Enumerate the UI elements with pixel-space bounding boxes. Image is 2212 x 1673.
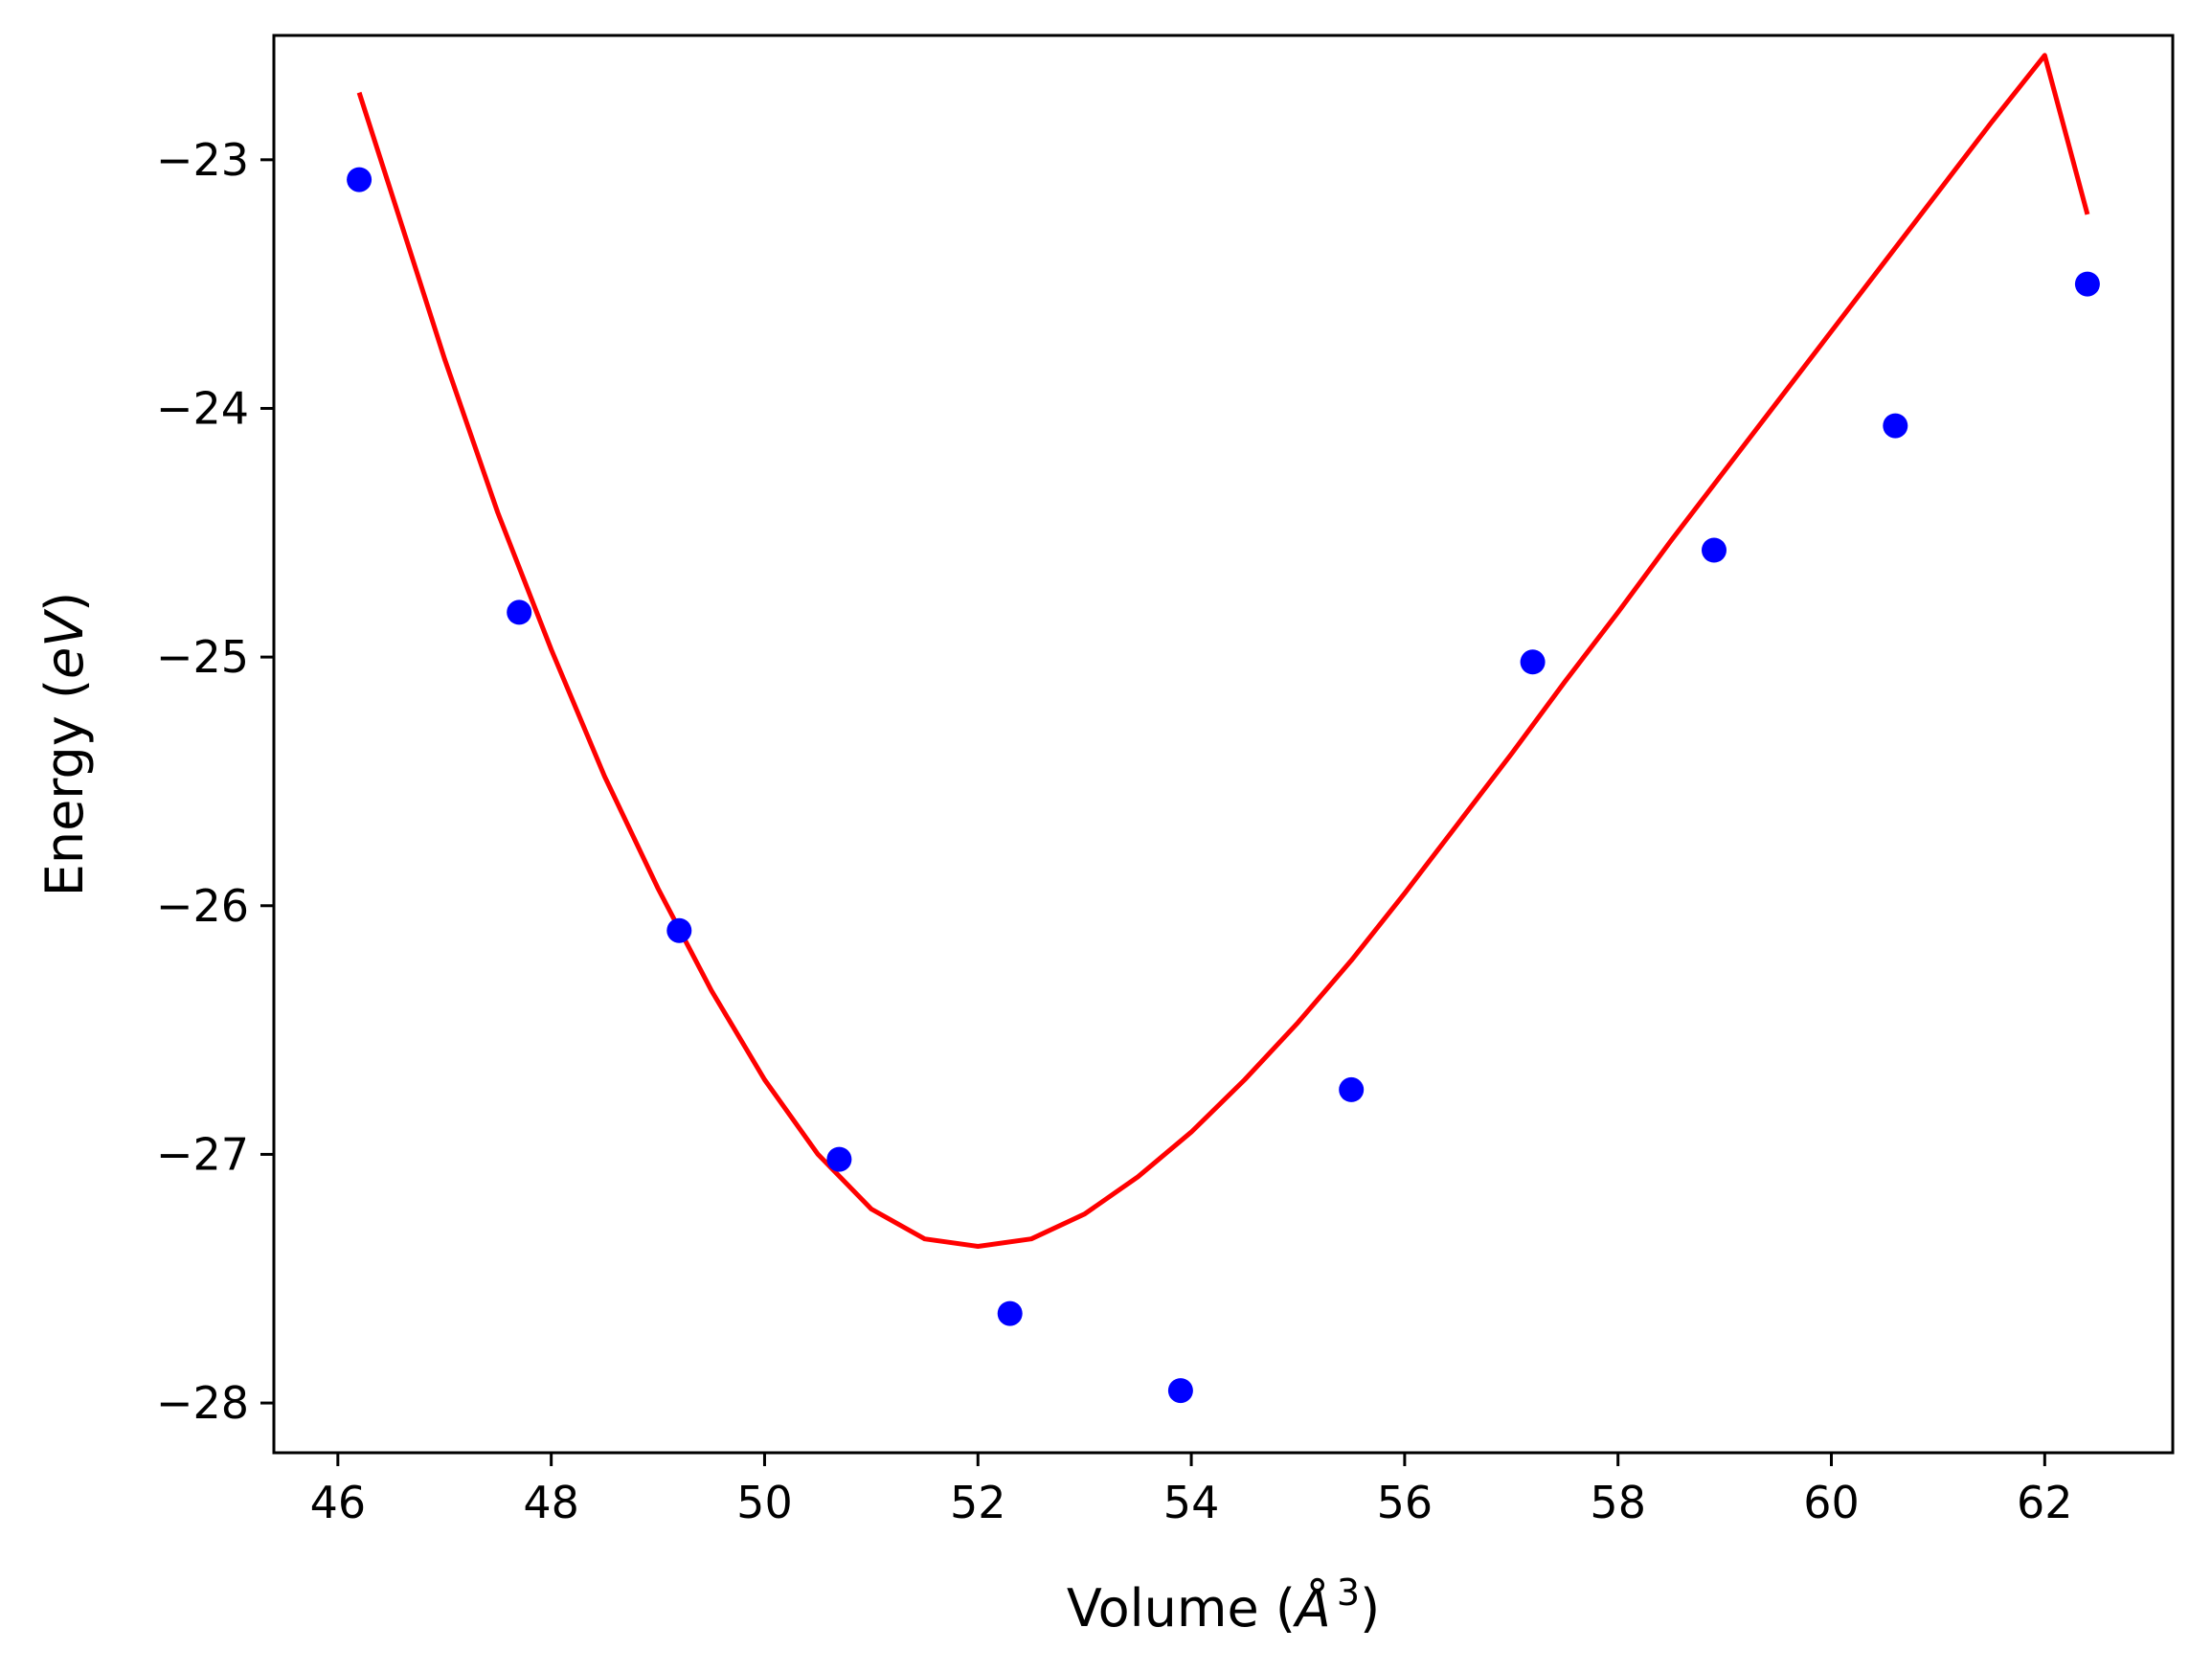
data-point [1167, 1378, 1193, 1404]
x-tick-label: 48 [523, 1477, 579, 1528]
data-point [1520, 649, 1546, 675]
data-point [1883, 413, 1908, 439]
y-axis-label-unit: eV [34, 608, 95, 679]
x-tick-label: 56 [1377, 1477, 1433, 1528]
data-point [1339, 1076, 1365, 1102]
x-axis-label-unit: Å [1293, 1577, 1331, 1639]
x-tick-label: 50 [736, 1477, 793, 1528]
y-axis-label-suffix: ) [34, 592, 95, 612]
y-tick-label: −24 [156, 382, 249, 434]
y-tick-label: −26 [156, 880, 249, 932]
data-point [347, 167, 372, 192]
plot-frame [272, 34, 2175, 1455]
data-point [997, 1300, 1023, 1326]
data-point [507, 599, 532, 625]
data-point [1702, 537, 1727, 563]
x-axis-label-suffix: ) [1360, 1578, 1380, 1639]
label-layer: Volume (Å 3)Energy (eV) [34, 592, 1380, 1639]
y-tick-label: −28 [156, 1377, 249, 1429]
y-tick-label: −25 [156, 631, 249, 683]
plot-layer [347, 53, 2100, 1404]
x-tick-label: 52 [950, 1477, 1006, 1528]
data-point [2074, 271, 2100, 297]
x-axis-label: Volume (Å 3) [1067, 1571, 1380, 1639]
y-tick-label: −23 [156, 134, 249, 186]
data-point [826, 1146, 852, 1172]
x-tick-label: 58 [1590, 1477, 1646, 1528]
x-axis-label-superscript: 3 [1337, 1571, 1360, 1614]
y-axis-label: Energy (eV) [34, 592, 95, 897]
axes-layer: 46 48 50 52 54 56 58 60 62 −23 −24 −25 −26 −27 −28 [156, 34, 2175, 1528]
y-axis-label-prefix: Energy ( [34, 679, 95, 896]
x-tick-label: 60 [1803, 1477, 1860, 1528]
y-tick-label: −27 [156, 1128, 249, 1180]
x-tick-label: 54 [1163, 1477, 1220, 1528]
x-axis-label-prefix: Volume ( [1067, 1578, 1296, 1639]
x-tick-label: 62 [2017, 1477, 2073, 1528]
data-point [666, 917, 692, 943]
fit-curve-line [356, 53, 2090, 1249]
x-tick-label: 46 [310, 1477, 367, 1528]
